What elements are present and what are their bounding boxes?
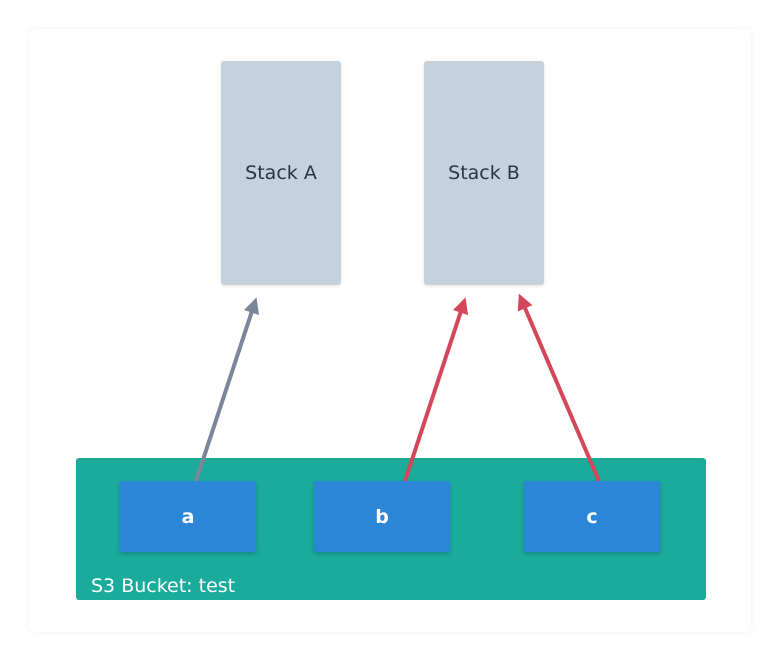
stack-b-node[interactable]: Stack B [424, 61, 544, 285]
bucket-object-b[interactable]: b [314, 481, 450, 552]
stack-a-node[interactable]: Stack A [221, 61, 341, 285]
stack-a-label: Stack A [245, 162, 317, 184]
bucket-object-c[interactable]: c [524, 481, 660, 552]
bucket-object-c-label: c [586, 505, 598, 528]
bucket-label: S3 Bucket: test [91, 575, 236, 597]
bucket-object-b-label: b [375, 505, 389, 528]
s3-bucket-container[interactable]: a b c S3 Bucket: test [76, 458, 706, 600]
stack-b-label: Stack B [448, 162, 520, 184]
bucket-object-a[interactable]: a [120, 481, 256, 552]
bucket-object-a-label: a [181, 505, 195, 528]
